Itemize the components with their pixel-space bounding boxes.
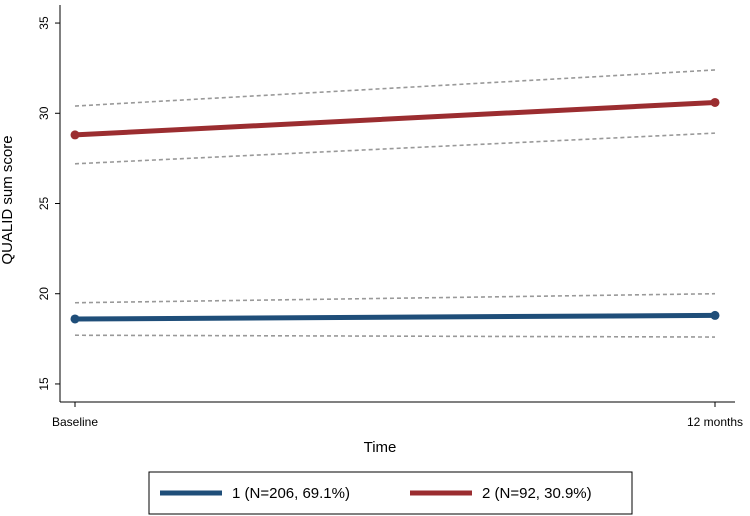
series-line xyxy=(72,312,718,322)
legend: 1 (N=206, 69.1%) 2 (N=92, 30.9%) xyxy=(148,471,633,515)
y-axis-title: QUALID sum score xyxy=(0,135,16,264)
series-lines xyxy=(70,97,720,324)
data-point xyxy=(710,97,720,107)
x-axis: Baseline 12 months xyxy=(52,401,743,429)
y-axis: 15 20 25 30 35 xyxy=(37,5,61,402)
legend-label: 1 (N=206, 69.1%) xyxy=(232,485,350,502)
data-point xyxy=(710,310,720,320)
y-tick-label: 20 xyxy=(37,287,51,301)
ci-upper-line xyxy=(74,69,716,107)
y-tick-label: 30 xyxy=(37,106,51,120)
plot-area xyxy=(60,5,735,402)
y-tick-label: 15 xyxy=(37,377,51,391)
confidence-interval-lines xyxy=(74,69,716,338)
legend-label: 2 (N=92, 30.9%) xyxy=(482,485,592,502)
ci-upper-line xyxy=(74,292,716,304)
legend-box xyxy=(148,471,633,515)
y-tick-label: 35 xyxy=(37,16,51,30)
x-axis-title: Time xyxy=(364,439,397,456)
ci-lower-line xyxy=(74,132,716,165)
plot-background xyxy=(60,5,735,402)
x-tick-label: Baseline xyxy=(52,415,98,429)
data-point xyxy=(70,314,80,324)
series-line xyxy=(72,99,718,138)
data-point xyxy=(70,130,80,140)
ci-lower-line xyxy=(74,334,716,338)
x-tick-label: 12 months xyxy=(687,415,743,429)
y-tick-label: 25 xyxy=(37,197,51,211)
